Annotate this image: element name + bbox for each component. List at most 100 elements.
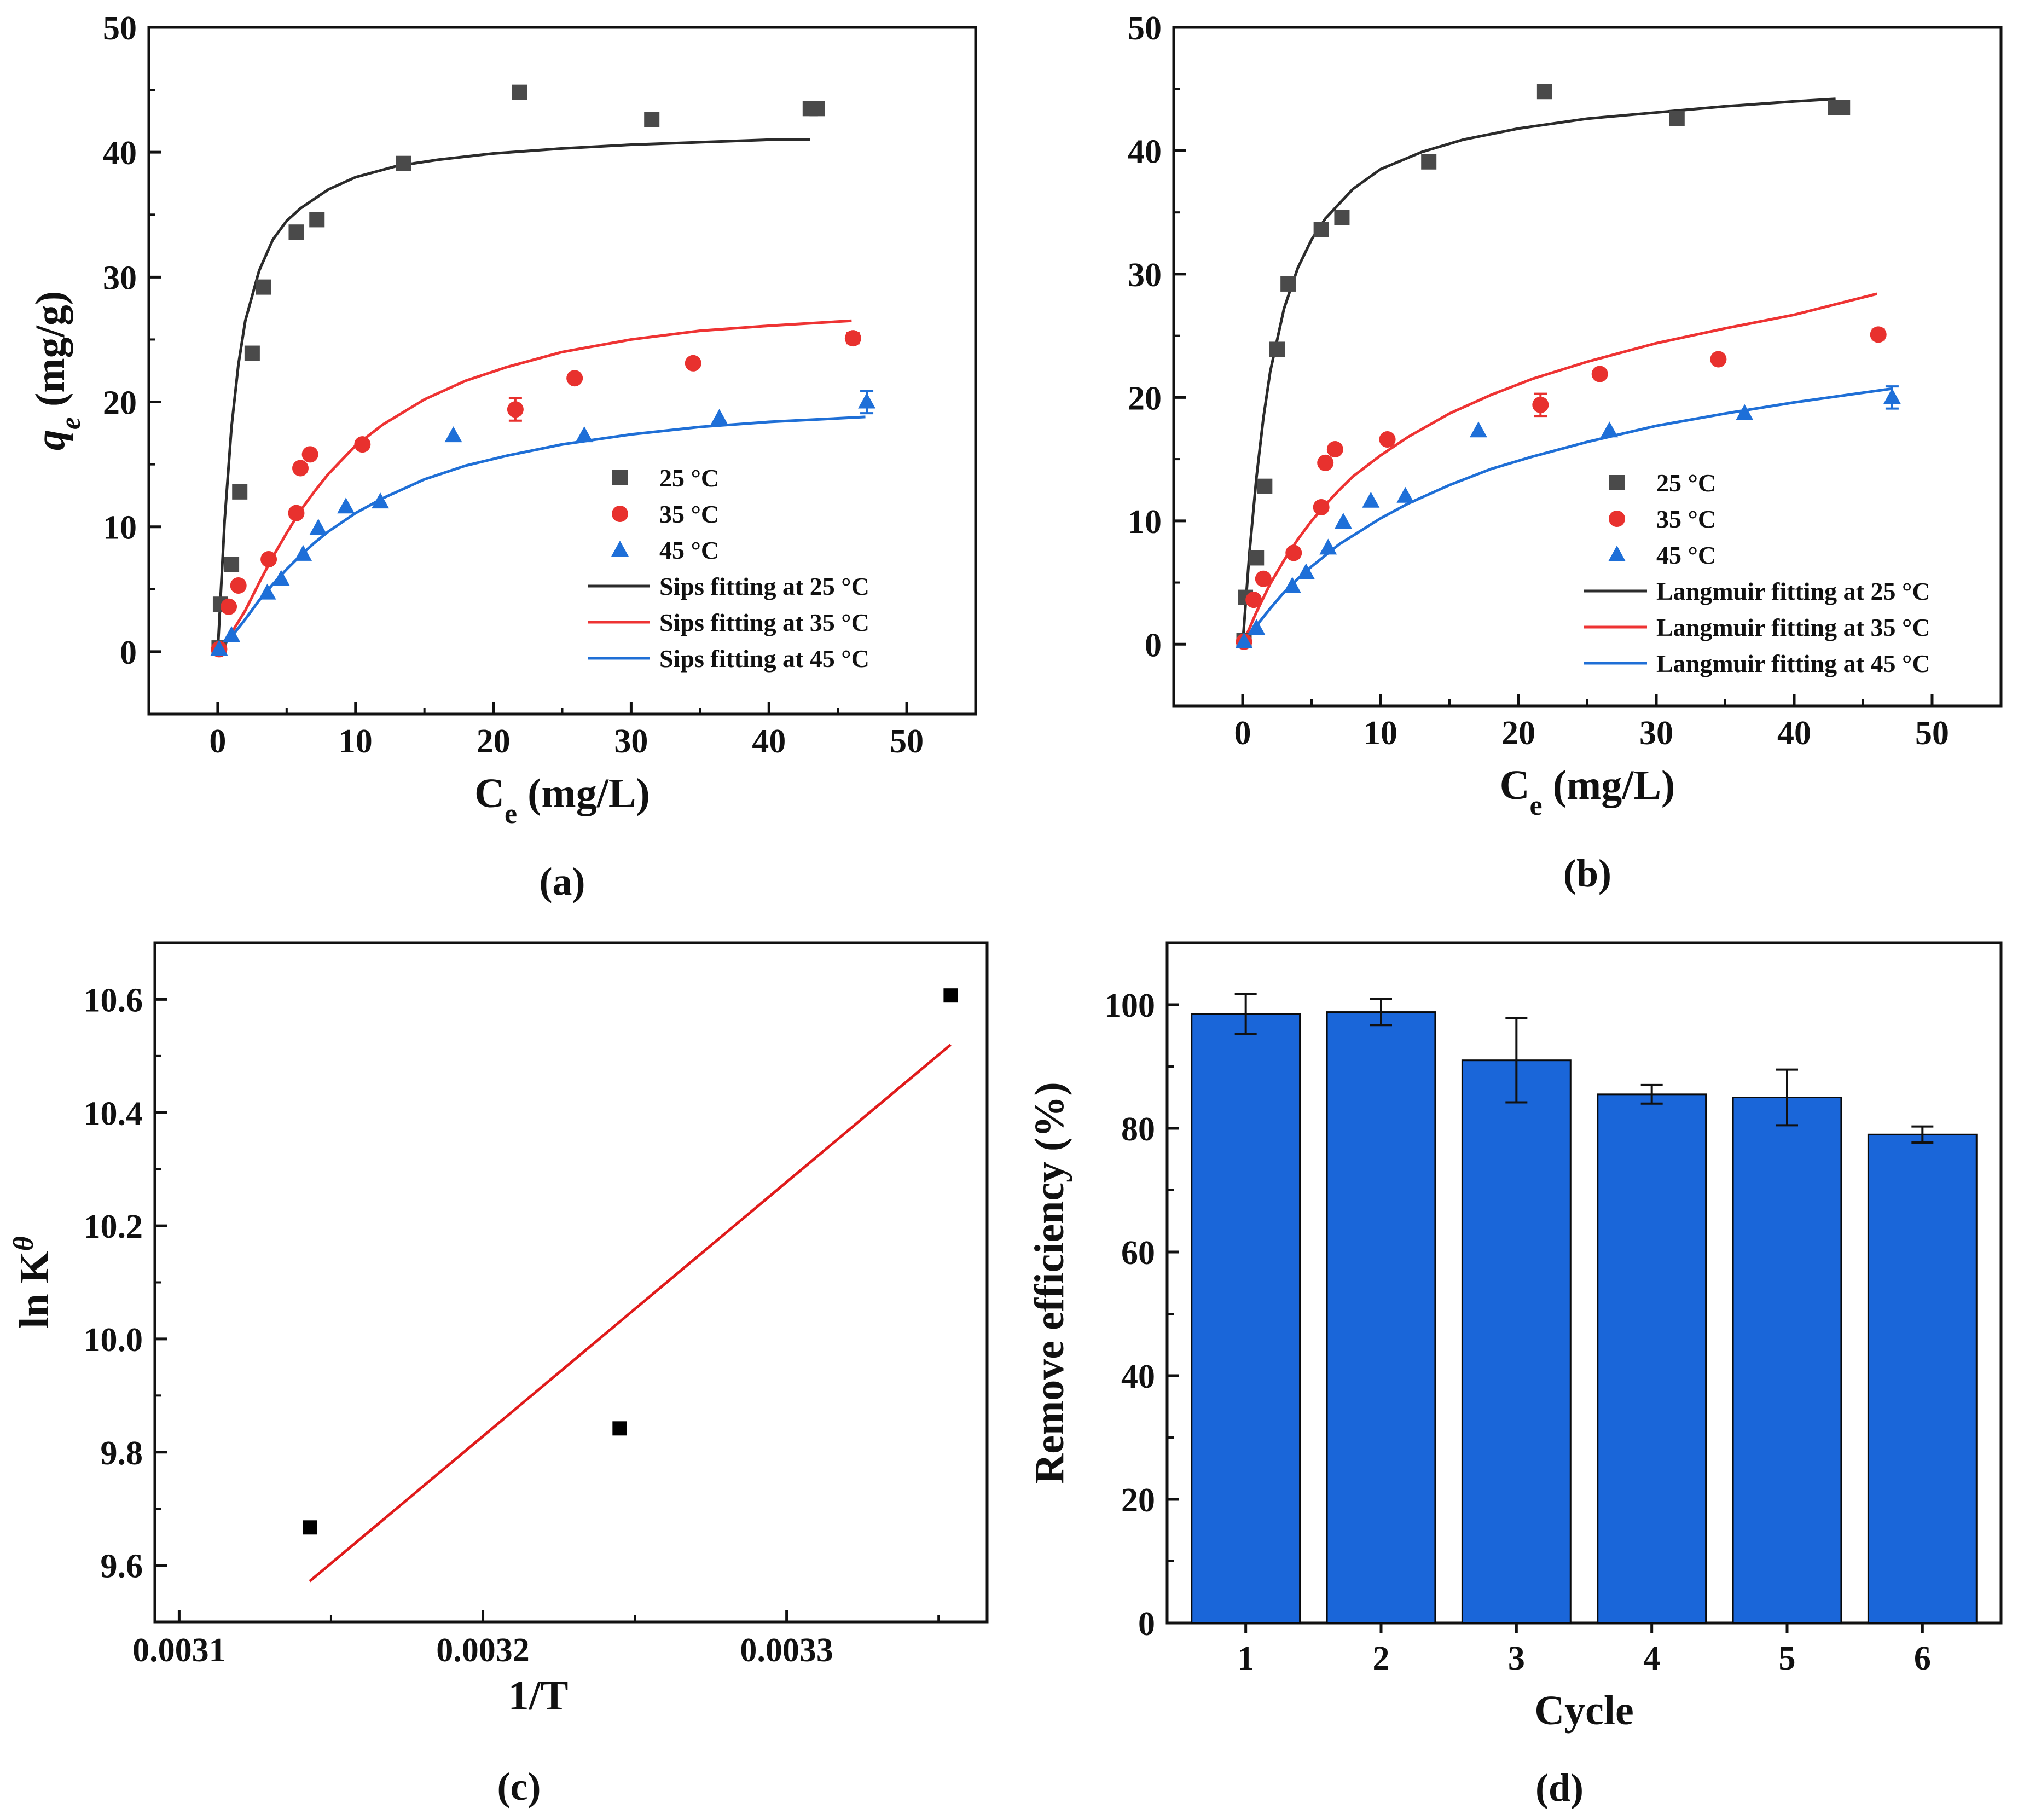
legend-label: 45 °C: [659, 536, 719, 564]
panel-label: (b): [1563, 851, 1611, 895]
data-point-series-1: [221, 598, 237, 615]
x-tick-label: 1: [1237, 1640, 1254, 1677]
x-tick-label: 0.0033: [740, 1632, 833, 1669]
y-tick-label: 10: [1128, 503, 1162, 541]
data-point-series-0: [1835, 100, 1851, 115]
data-point-series-1: [1532, 396, 1549, 413]
bar-cycle-5: [1732, 1097, 1842, 1624]
legend-label: Sips fitting at 25 °C: [659, 572, 869, 600]
data-point-series-1: [685, 355, 701, 372]
panel-label: (a): [540, 860, 585, 903]
y-tick-label: 60: [1121, 1234, 1155, 1272]
data-point-series-2: [1319, 538, 1337, 555]
fit-line-series-3: [1241, 97, 1836, 645]
data-point-series-0: [1669, 111, 1685, 126]
x-tick-label: 50: [890, 723, 924, 760]
data-point-series-0: [1421, 154, 1437, 170]
x-tick-label: 0.0032: [436, 1632, 530, 1669]
legend-label: 35 °C: [659, 500, 719, 528]
data-point-series-0: [224, 557, 240, 572]
y-axis-title-superscript: θ: [8, 1236, 39, 1251]
bar-cycle-3: [1461, 1059, 1572, 1624]
y-axis-title-main: ln K: [11, 1251, 57, 1329]
legend-marker-swatch: [1609, 475, 1625, 490]
y-axis-title-unit: (mg/g): [27, 291, 73, 417]
x-tick-label: 0.0031: [132, 1632, 226, 1669]
data-point-series-1: [1326, 441, 1343, 458]
y-axis-title: Remove efficiency (%): [1027, 1082, 1072, 1483]
y-tick-label: 40: [1128, 133, 1162, 170]
legend-label: Sips fitting at 45 °C: [659, 645, 869, 673]
data-point-series-1: [844, 330, 861, 347]
y-tick-label: 9.6: [101, 1548, 143, 1585]
data-point-series-0: [244, 345, 260, 361]
y-tick-label: 20: [1128, 380, 1162, 417]
y-tick-label: 10.0: [84, 1321, 143, 1359]
data-point-series-2: [710, 409, 728, 425]
panel-label: (c): [497, 1765, 541, 1809]
x-tick-label: 2: [1373, 1640, 1390, 1677]
data-point-series-1: [566, 370, 583, 387]
legend-marker-swatch: [612, 470, 628, 485]
y-tick-label: 50: [103, 10, 137, 47]
panel-d-reuse-cycles: 0 20 40 60 80 100 1 2 3 4 5 6 Cycle Remove efficiency…: [1027, 941, 2003, 1810]
legend-label: Langmuir fitting at 25 °C: [1656, 577, 1930, 605]
y-tick-label: 20: [1121, 1482, 1155, 1519]
legend-label: 45 °C: [1656, 541, 1716, 569]
data-point-series-1: [1379, 431, 1396, 448]
plot-frame: [153, 941, 989, 1624]
y-tick-label: 20: [103, 385, 137, 422]
y-tick-label: 50: [1128, 10, 1162, 47]
y-axis-title: ln Kθ: [8, 1236, 58, 1329]
data-point-series-0: [1269, 341, 1285, 357]
x-axis-title: Ce (mg/L): [1500, 762, 1675, 821]
y-tick-label: 9.8: [101, 1435, 143, 1472]
x-tick-label: 20: [1501, 715, 1535, 752]
data-point-series-2: [309, 519, 327, 535]
panel-b-isotherm-langmuir: 0 10 20 30 40 50 0 10 20 30 40 50 Ce (mg/L) 25 °C 35 °…: [1128, 10, 2003, 895]
linear-fit-line: [309, 1044, 952, 1583]
data-point-series-0: [1280, 276, 1296, 292]
x-tick-label: 4: [1643, 1640, 1660, 1677]
x-axis-title-main: C: [1500, 762, 1530, 808]
data-point-series-1: [1870, 326, 1887, 343]
data-point-series-0: [396, 155, 411, 171]
bar-cycle-6: [1867, 1133, 1978, 1624]
data-point: [303, 1520, 317, 1535]
data-point-series-0: [309, 212, 325, 228]
data-point-series-2: [1235, 632, 1253, 648]
data-point-series-1: [1313, 499, 1330, 516]
y-tick-label: 30: [103, 259, 137, 297]
y-tick-label: 30: [1128, 257, 1162, 294]
data-point-series-2: [575, 426, 593, 443]
panel-label: (d): [1535, 1766, 1584, 1810]
y-tick-label: 10.2: [84, 1208, 143, 1245]
x-axis-title-subscript: e: [1530, 790, 1543, 821]
legend-marker-swatch: [612, 506, 628, 522]
data-point-series-2: [223, 626, 241, 642]
data-point-series-2: [1297, 563, 1315, 579]
data-point: [612, 1421, 627, 1436]
data-point-series-2: [372, 492, 390, 509]
data-point-series-1: [507, 401, 524, 418]
data-point-series-2: [1736, 404, 1754, 420]
data-point-series-2: [258, 583, 276, 600]
data-point-series-2: [1469, 421, 1487, 438]
data-point-series-1: [1317, 454, 1334, 471]
y-tick-label: 40: [103, 135, 137, 172]
y-tick-label: 10.4: [84, 1095, 143, 1132]
panel-c-vant-hoff-plot: 0.0031 0.0032 0.0033 9.6 9.8 10.0 10.2 10.4 10.6…: [8, 941, 989, 1809]
fit-line-series-4: [1241, 292, 1877, 645]
x-tick-label: 3: [1508, 1640, 1525, 1677]
legend-label: 35 °C: [1656, 505, 1716, 533]
data-point-series-0: [1313, 222, 1329, 237]
data-point-series-2: [210, 640, 228, 656]
x-tick-label: 40: [1777, 715, 1811, 752]
x-axis-title-main: C: [474, 770, 505, 816]
data-point-series-0: [288, 224, 304, 240]
data-point-series-0: [232, 484, 248, 500]
data-point-series-2: [444, 426, 462, 443]
y-tick-label: 0: [1145, 627, 1162, 664]
